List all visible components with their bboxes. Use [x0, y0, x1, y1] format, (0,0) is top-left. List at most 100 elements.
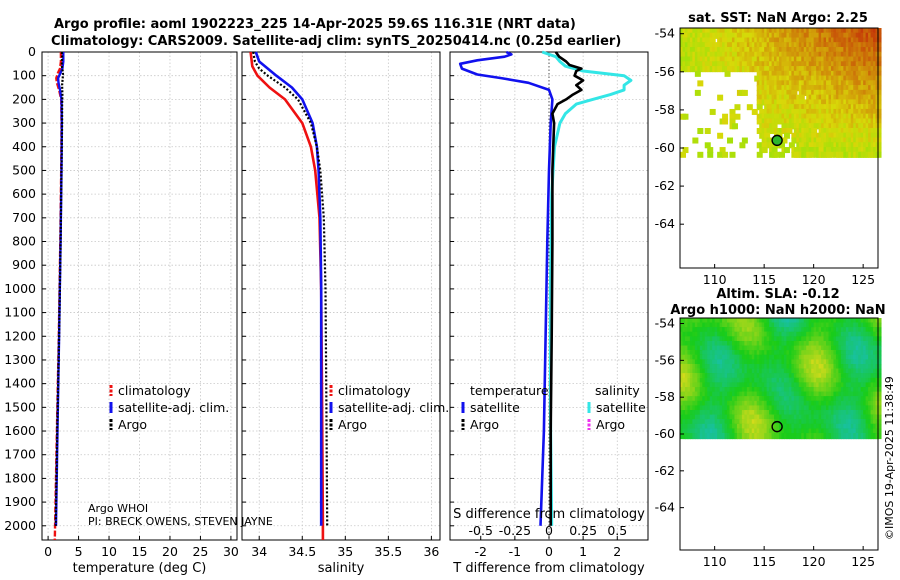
map-x-tick-label: 125 [851, 554, 875, 569]
sst-cell [875, 113, 882, 120]
s-tick-label: 0.5 [607, 523, 627, 538]
sst-cell [875, 128, 882, 134]
x-tick-label: 35 [337, 544, 353, 559]
x-tick-label: 10 [101, 544, 117, 559]
y-tick-label: 800 [12, 234, 36, 249]
y-tick-label: 600 [12, 186, 36, 201]
sst-map-title: sat. SST: NaN Argo: 2.25 [688, 11, 868, 26]
x-tick-label: 36 [423, 544, 439, 559]
y-tick-label: 1100 [4, 305, 36, 320]
sst-cell [754, 75, 761, 82]
sla-cell [875, 373, 882, 380]
map-frame [679, 27, 879, 269]
sst-cell [811, 118, 818, 125]
sst-cell [779, 142, 785, 149]
sst-cell [719, 147, 726, 154]
map-y-tick-label: -60 [655, 426, 675, 441]
sst-cell [729, 113, 736, 120]
sst-cell [875, 42, 882, 49]
sst-cell [779, 151, 785, 158]
sla-cell [875, 336, 882, 343]
map-x-tick-label: 110 [703, 272, 727, 287]
x-tick-label: 0 [44, 544, 52, 559]
x-axis-label: T difference from climatology [452, 561, 645, 576]
sst-cell [764, 132, 771, 139]
sst-cell [731, 51, 738, 58]
sst-cell [875, 47, 882, 54]
difference-panel: -2 -1 0 1 2 T difference from climatology -0.5… [449, 50, 649, 576]
sst-cell [761, 147, 768, 154]
legend-entry: satellite-adj. clim. [118, 400, 229, 415]
s-tick-label: -0.5 [469, 523, 493, 538]
legend-title-temperature: temperature [470, 383, 549, 398]
sst-cell [717, 94, 724, 101]
sst-cell [801, 51, 808, 58]
float-info-line-2: PI: BRECK OWENS, STEVEN JAYNE [88, 515, 273, 528]
sst-cell [875, 99, 882, 106]
y-tick-label: 1800 [4, 470, 36, 485]
sst-cell [756, 104, 763, 111]
sla-cell [875, 368, 882, 375]
sla-cell [875, 359, 882, 366]
sst-cell [707, 151, 714, 158]
sst-cell [875, 70, 882, 77]
sst-cell [771, 123, 778, 130]
map-x-tick-label: 115 [752, 272, 776, 287]
legend-entry: satellite [596, 400, 646, 415]
sst-cell [771, 147, 778, 154]
sla-cell [875, 419, 882, 426]
y-tick-label: 500 [12, 162, 36, 177]
sst-cell [875, 61, 882, 68]
sla-cell [875, 428, 882, 435]
sst-cell [801, 70, 808, 77]
sst-cell [875, 108, 882, 115]
map-x-tick-label: 115 [752, 554, 776, 569]
temperature-panel: 0 5 10 15 20 25 300100200300400500600700800900… [4, 44, 239, 576]
sst-cell [774, 118, 781, 125]
legend-title-salinity: salinity [595, 383, 640, 398]
sst-cell [781, 99, 788, 106]
x-tick-label: 5 [75, 544, 83, 559]
sst-cell [709, 108, 716, 115]
sst-cell [722, 151, 729, 158]
sst-cell [811, 108, 818, 115]
sst-cell [875, 137, 882, 144]
x-tick-label: 2 [613, 544, 621, 559]
sst-cell [697, 151, 704, 158]
sst-cell [764, 66, 771, 73]
sst-cell [761, 142, 768, 149]
sst-cell [736, 37, 743, 44]
argo-position-marker [771, 420, 783, 433]
float-info-line-1: Argo WHOI [88, 502, 148, 515]
x-tick-label: 34.5 [288, 544, 316, 559]
sst-cell [813, 32, 820, 39]
map-x-tick-label: 110 [703, 554, 727, 569]
s-tick-label: 0.25 [569, 523, 597, 538]
sst-cell [798, 99, 805, 106]
sst-cell [756, 118, 763, 125]
sst-cell [729, 32, 736, 39]
sst-cell [692, 137, 699, 144]
sst-cell [682, 113, 689, 120]
sst-cell [739, 142, 746, 149]
sst-cell [776, 80, 783, 87]
sst-cell [783, 147, 790, 154]
sla-cell [875, 322, 882, 329]
sst-cell [729, 108, 736, 115]
sst-cell [793, 75, 800, 82]
sst-cell [811, 128, 818, 134]
sst-cell [709, 37, 716, 44]
sla-cell [875, 396, 882, 403]
series-line-temperature-satellite [458, 50, 554, 526]
y-tick-label: 2000 [4, 518, 36, 533]
sst-cell [806, 56, 813, 63]
sst-cell [811, 113, 818, 120]
x-tick-label: -2 [474, 544, 486, 559]
x-tick-label: 25 [192, 544, 208, 559]
sst-cell [697, 80, 704, 87]
sst-cell [734, 113, 741, 120]
legend-entry: satellite [470, 400, 520, 415]
y-tick-label: 200 [12, 91, 36, 106]
s-tick-label: 0 [545, 523, 553, 538]
